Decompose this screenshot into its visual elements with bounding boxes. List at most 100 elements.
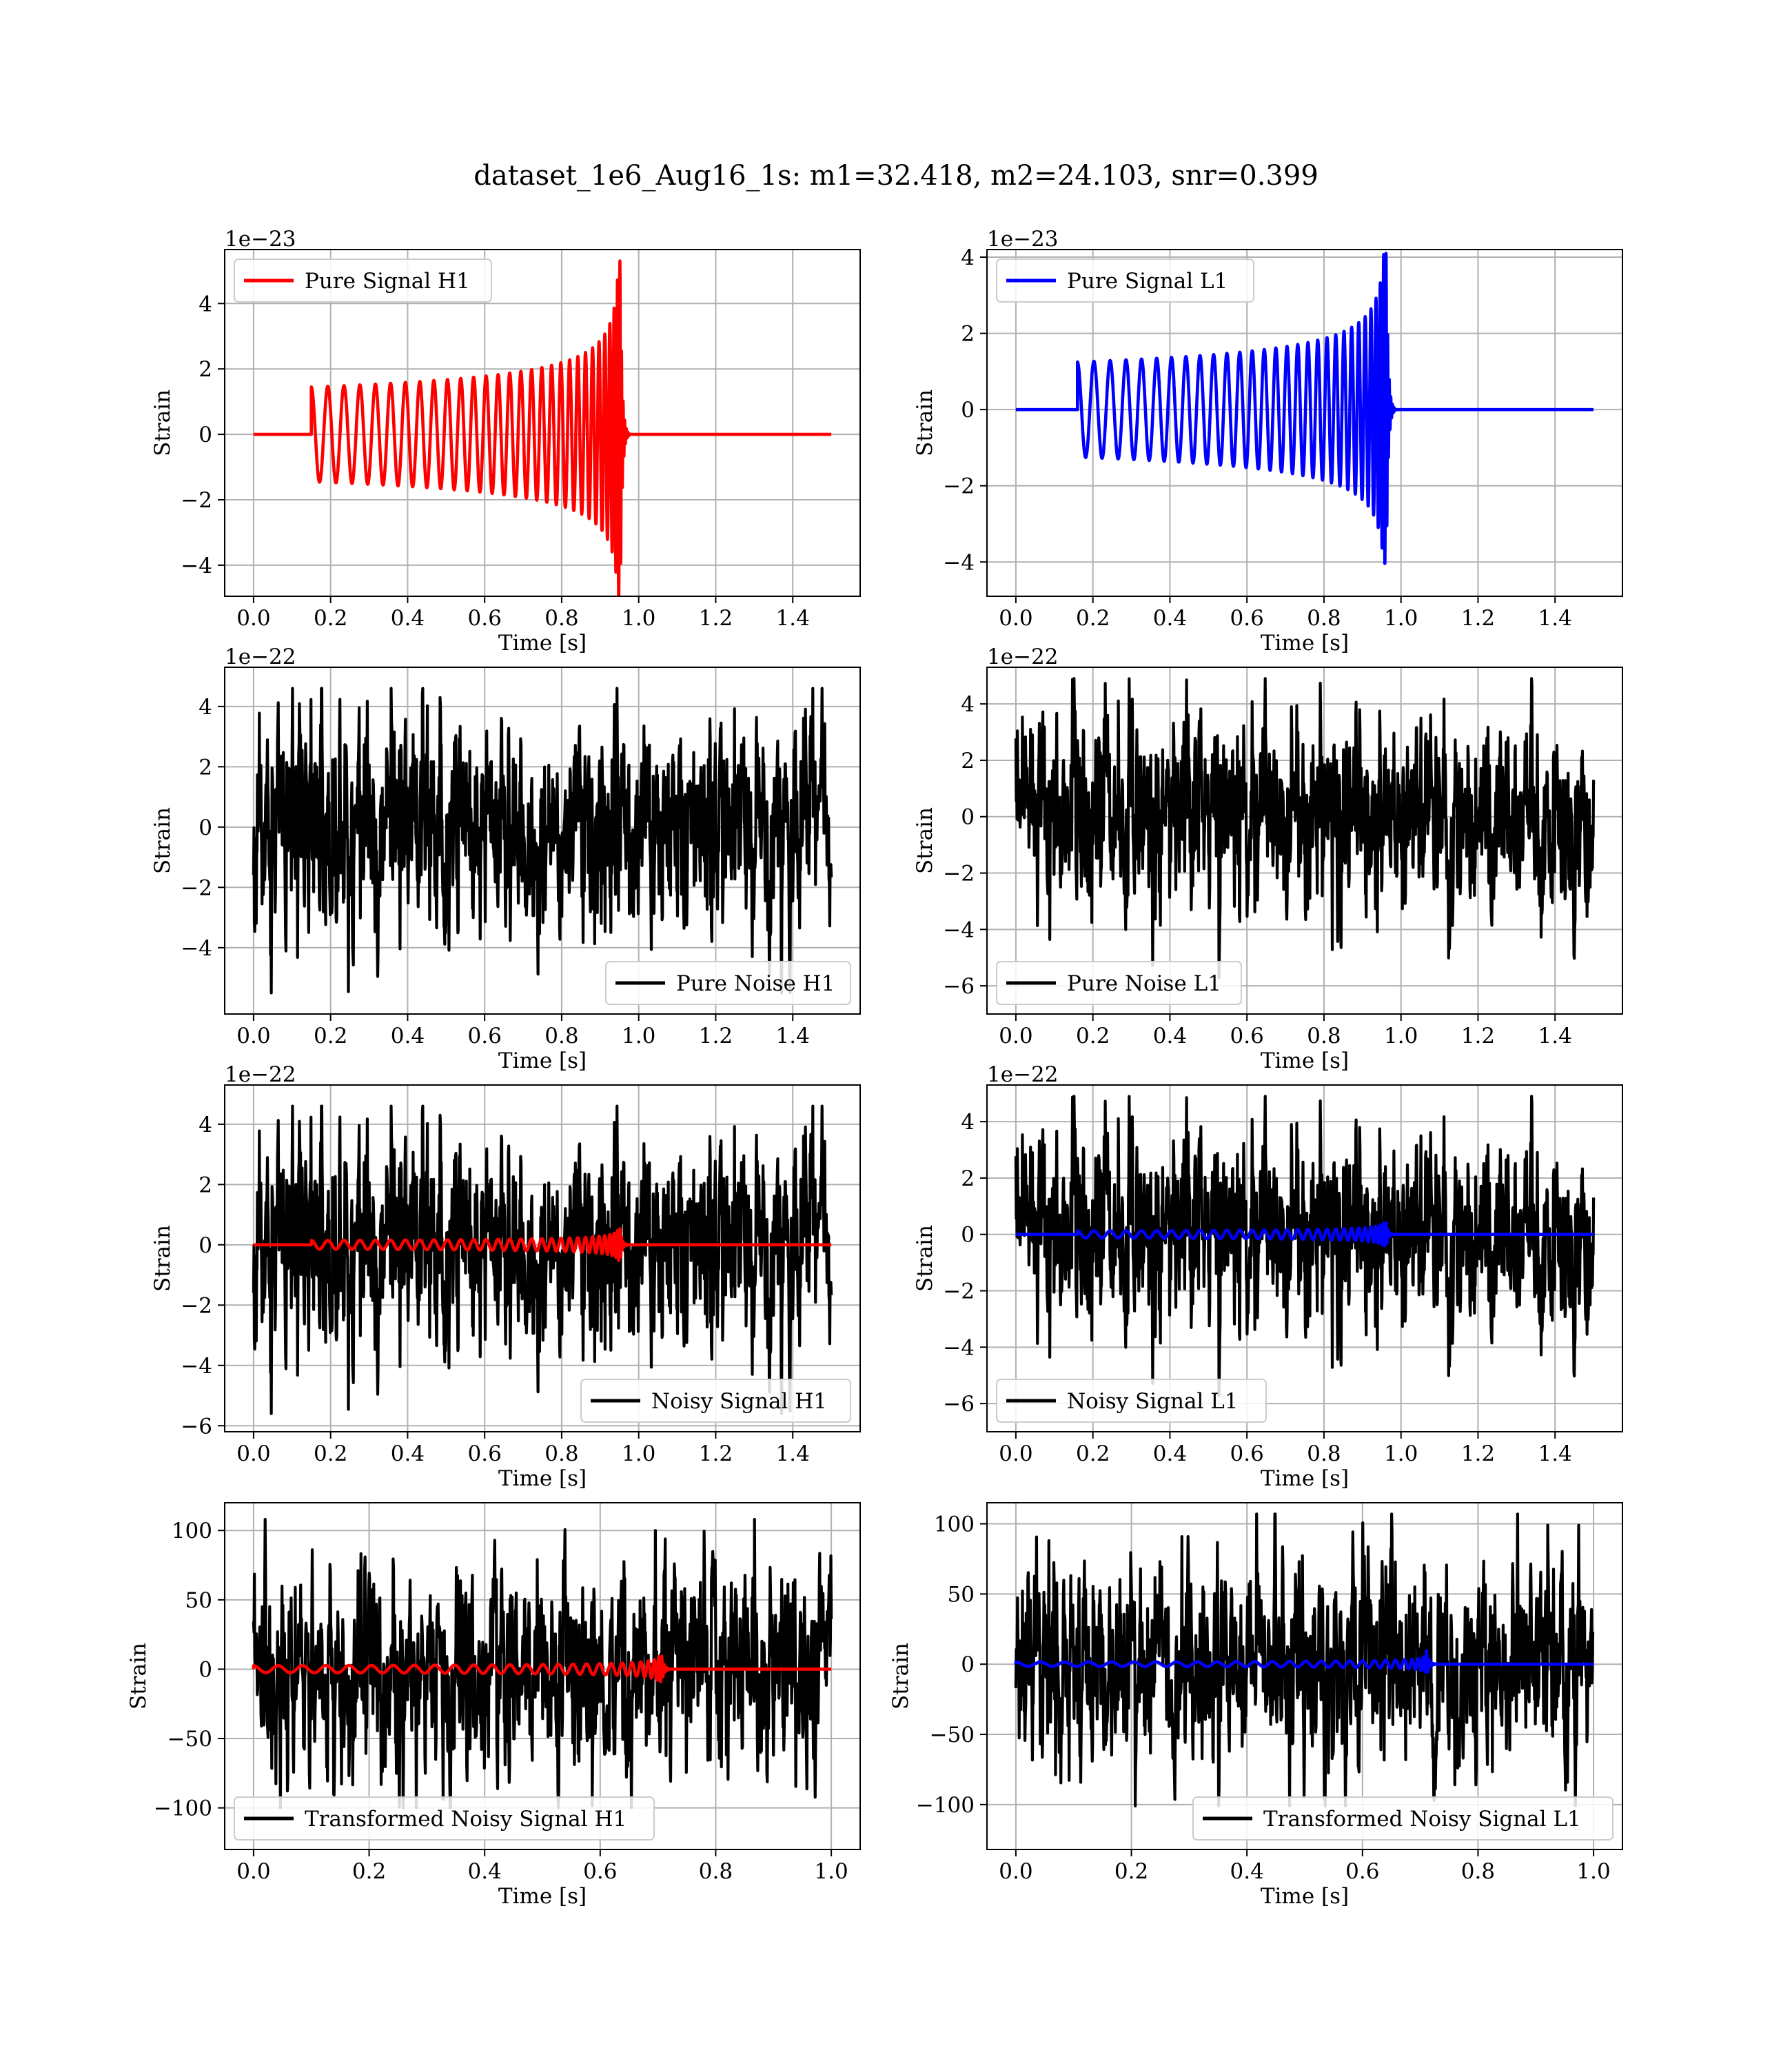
legend: Transformed Noisy Signal L1 <box>1192 1796 1613 1841</box>
x-axis-label: Time [s] <box>1261 1884 1349 1909</box>
x-tick-label: 0.0 <box>999 1441 1032 1466</box>
x-tick-label: 0.2 <box>1076 606 1110 631</box>
y-tick-label: 0 <box>198 815 212 840</box>
axis-offset-text: 1e−22 <box>987 645 1059 669</box>
y-tick-label: 0 <box>961 805 975 830</box>
axes-frame <box>224 667 861 1015</box>
y-axis-label: Strain <box>150 389 175 456</box>
subplot-pure-noise-h1: 0.0 0.2 0.4 0.6 0.8 1.0 1.2 1.4 −4 −2 0 2 4 Time [s] S… <box>150 645 861 1073</box>
noise-series-line-transformed-noisy-signal-h1 <box>252 1518 833 1810</box>
chirp-series-line-noisy-signal-h1 <box>253 1227 832 1262</box>
subplot-transformed-noisy-signal-l1: 0.0 0.2 0.4 0.6 0.8 1.0 −100 −50 0 50 100 Time [s] S… <box>888 1502 1623 1909</box>
noise-series-line-noisy-signal-l1 <box>1014 1095 1596 1397</box>
legend-box <box>580 1379 851 1423</box>
x-tick-label: 1.0 <box>1384 1441 1418 1466</box>
y-tick-label: 50 <box>185 1588 212 1613</box>
chirp-series-line-transformed-noisy-signal-h1 <box>252 1654 832 1683</box>
x-tick-label: 1.0 <box>622 1024 655 1048</box>
axes-frame <box>986 1084 1623 1432</box>
x-tick-label: 0.4 <box>1230 1859 1264 1884</box>
x-tick-label: 0.4 <box>1153 606 1187 631</box>
y-axis-label: Strain <box>150 807 175 874</box>
x-tick-label: 1.0 <box>1384 1024 1418 1048</box>
series-group <box>1014 1512 1595 1807</box>
legend-label: Transformed Noisy Signal H1 <box>305 1807 627 1832</box>
y-tick-label: 0 <box>961 1652 975 1677</box>
series-group <box>253 259 832 596</box>
y-tick-label: 0 <box>198 423 212 447</box>
y-tick-label: −50 <box>167 1727 212 1752</box>
chirp-series-line-transformed-noisy-signal-l1 <box>1014 1649 1594 1674</box>
x-tick-label: 0.6 <box>468 1441 502 1466</box>
x-tick-label: 0.4 <box>391 1441 425 1466</box>
x-tick-label: 0.0 <box>236 606 270 631</box>
x-tick-label: 0.6 <box>1345 1859 1379 1884</box>
x-axis-label: Time [s] <box>1261 1048 1349 1073</box>
y-tick-label: 2 <box>961 749 975 773</box>
x-tick-label: 0.0 <box>236 1024 270 1048</box>
x-tick-label: 1.2 <box>1461 1441 1495 1466</box>
y-tick-label: −6 <box>943 1392 975 1417</box>
axes-frame <box>224 1084 861 1432</box>
x-tick-label: 1.4 <box>776 1024 810 1048</box>
legend-label: Noisy Signal H1 <box>651 1389 827 1414</box>
x-tick-label: 0.6 <box>1230 1441 1264 1466</box>
y-tick-label: −6 <box>943 974 975 999</box>
y-tick-label: 4 <box>961 692 975 717</box>
x-tick-label: 1.4 <box>1538 1024 1572 1048</box>
x-tick-label: 1.2 <box>1461 606 1495 631</box>
y-tick-label: 4 <box>961 245 975 270</box>
x-tick-label: 1.0 <box>1384 606 1418 631</box>
x-tick-label: 1.4 <box>1538 1441 1572 1466</box>
y-tick-label: −2 <box>181 875 212 900</box>
subplot-transformed-noisy-signal-h1: 0.0 0.2 0.4 0.6 0.8 1.0 −100 −50 0 50 100 Time [s] S… <box>126 1502 861 1909</box>
x-axis-label: Time [s] <box>498 1466 587 1491</box>
subplot-pure-signal-l1: 0.0 0.2 0.4 0.6 0.8 1.0 1.2 1.4 −4 −2 0 2 4 Time [s] S… <box>913 227 1623 656</box>
noise-series-line-transformed-noisy-signal-l1 <box>1014 1512 1595 1807</box>
subplot-pure-signal-h1: 0.0 0.2 0.4 0.6 0.8 1.0 1.2 1.4 −4 −2 0 2 4 Time [s] S… <box>150 227 861 656</box>
y-tick-label: −50 <box>930 1723 975 1747</box>
legend-label: Pure Signal H1 <box>305 269 470 294</box>
x-tick-label: 0.2 <box>314 1024 347 1048</box>
noise-series-line-pure-noise-h1 <box>252 687 833 995</box>
y-axis-label: Strain <box>888 1643 913 1710</box>
x-tick-label: 1.2 <box>699 1024 733 1048</box>
series-group <box>1014 1095 1596 1397</box>
x-tick-label: 0.4 <box>391 1024 425 1048</box>
y-tick-label: 2 <box>198 357 212 382</box>
chirp-series-line-pure-signal-l1 <box>1015 252 1594 565</box>
x-tick-label: 0.8 <box>1461 1859 1495 1884</box>
legend: Pure Noise L1 <box>996 961 1242 1005</box>
x-tick-label: 1.2 <box>699 1441 733 1466</box>
x-tick-label: 0.0 <box>236 1441 270 1466</box>
y-tick-label: −6 <box>181 1414 212 1439</box>
x-tick-label: 0.6 <box>468 1024 502 1048</box>
series-group <box>252 1104 833 1415</box>
legend: Transformed Noisy Signal H1 <box>234 1796 655 1841</box>
x-tick-label: 0.6 <box>1230 1024 1264 1048</box>
y-tick-label: 2 <box>198 1173 212 1197</box>
x-tick-label: 0.2 <box>1076 1441 1110 1466</box>
y-tick-label: −100 <box>916 1793 975 1818</box>
x-tick-label: 0.4 <box>391 606 425 631</box>
y-axis-label: Strain <box>913 807 937 874</box>
subplot-noisy-signal-l1: 0.0 0.2 0.4 0.6 0.8 1.0 1.2 1.4 −6 −4 −2 0 2 4 Time [s… <box>913 1062 1623 1491</box>
x-tick-label: 0.0 <box>236 1859 270 1884</box>
x-tick-label: 0.0 <box>999 606 1032 631</box>
x-tick-label: 0.4 <box>1153 1024 1187 1048</box>
y-tick-label: 2 <box>961 1166 975 1191</box>
y-axis-label: Strain <box>913 389 937 456</box>
y-tick-label: −4 <box>181 936 212 961</box>
y-tick-label: 4 <box>198 292 212 316</box>
legend: Pure Signal L1 <box>996 258 1254 303</box>
x-tick-label: 1.0 <box>1576 1859 1610 1884</box>
x-tick-label: 1.0 <box>814 1859 848 1884</box>
x-tick-label: 0.6 <box>583 1859 617 1884</box>
legend-label: Pure Noise H1 <box>676 971 835 996</box>
x-tick-label: 1.4 <box>1538 606 1572 631</box>
y-tick-label: 2 <box>961 322 975 347</box>
legend-box <box>234 258 492 303</box>
y-tick-label: −2 <box>181 1293 212 1318</box>
y-tick-label: 0 <box>198 1657 212 1682</box>
